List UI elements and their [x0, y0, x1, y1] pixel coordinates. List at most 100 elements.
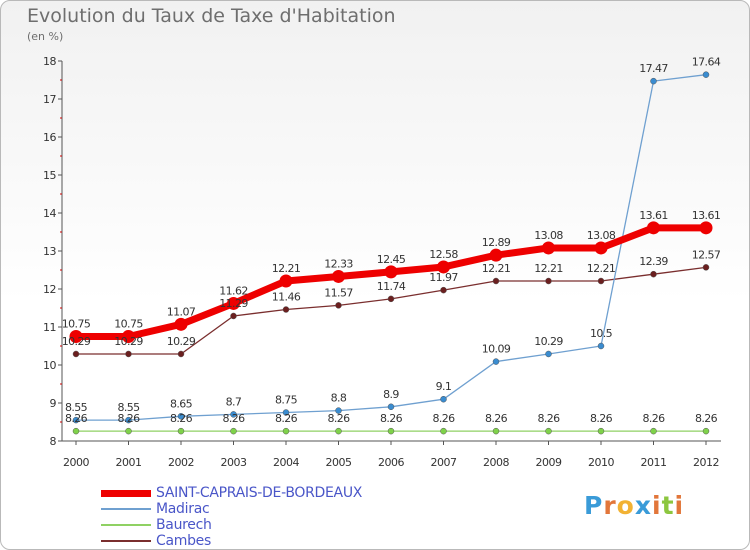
data-label-saint-caprais-de-bordeaux: 10.75	[114, 318, 143, 331]
data-point-baurech	[387, 427, 395, 435]
logo-letter: P	[584, 491, 604, 520]
data-point-saint-caprais-de-bordeaux	[332, 269, 345, 283]
data-point-madirac	[650, 77, 657, 85]
x-tick-label: 2012	[693, 456, 719, 469]
data-label-saint-caprais-de-bordeaux: 13.61	[692, 209, 721, 222]
data-label-cambes: 11.57	[324, 286, 353, 299]
x-tick-label: 2007	[431, 456, 457, 469]
y-tick-label: 10	[43, 359, 56, 372]
data-label-madirac: 10.09	[482, 343, 511, 356]
data-label-saint-caprais-de-bordeaux: 12.89	[482, 236, 511, 249]
legend-item-saint-caprais: SAINT-CAPRAIS-DE-BORDEAUX	[101, 485, 362, 501]
y-tick-label: 17	[43, 93, 56, 106]
data-point-baurech	[282, 427, 290, 435]
data-label-madirac: 8.75	[275, 394, 298, 407]
data-point-baurech	[72, 427, 80, 435]
data-point-baurech	[650, 427, 657, 435]
legend-swatch-saint-caprais	[101, 489, 151, 497]
data-point-baurech	[335, 427, 342, 435]
proxiti-logo: Proxiti	[584, 491, 684, 520]
data-point-saint-caprais-de-bordeaux	[227, 296, 240, 310]
y-tick-label: 18	[43, 55, 56, 68]
data-point-cambes	[440, 286, 447, 294]
logo-letter: r	[603, 491, 617, 520]
data-point-cambes	[545, 277, 552, 285]
data-label-madirac: 8.9	[383, 388, 399, 401]
x-tick-label: 2009	[536, 456, 562, 469]
legend-item-cambes: Cambes	[101, 533, 362, 549]
x-tick-label: 2005	[326, 456, 352, 469]
data-label-cambes: 12.57	[692, 248, 721, 261]
y-tick-label: 13	[43, 245, 56, 258]
data-point-cambes	[702, 264, 710, 271]
data-label-cambes: 11.97	[429, 271, 458, 284]
legend-label-madirac: Madirac	[156, 501, 210, 517]
data-label-baurech: 8.26	[537, 412, 560, 425]
data-label-madirac: 8.8	[331, 392, 347, 405]
y-tick-label: 9	[50, 397, 57, 410]
logo-letter: i	[652, 491, 662, 520]
data-point-cambes	[72, 350, 80, 358]
data-label-baurech: 8.26	[485, 412, 508, 425]
legend-label-saint-caprais: SAINT-CAPRAIS-DE-BORDEAUX	[156, 485, 363, 501]
chart-series-lines	[69, 71, 713, 435]
data-label-saint-caprais-de-bordeaux: 10.75	[62, 318, 91, 331]
data-label-cambes: 12.21	[482, 262, 511, 275]
data-point-madirac	[335, 407, 342, 414]
data-label-saint-caprais-de-bordeaux: 12.33	[324, 257, 353, 270]
x-tick-label: 2006	[378, 456, 404, 469]
data-label-saint-caprais-de-bordeaux: 12.45	[377, 253, 406, 266]
data-label-saint-caprais-de-bordeaux: 11.62	[219, 284, 248, 297]
logo-letter: o	[616, 491, 635, 520]
data-point-madirac	[387, 403, 395, 411]
chart-title: Evolution du Taux de Taxe d'Habitation	[27, 5, 396, 27]
data-point-saint-caprais-de-bordeaux	[279, 274, 293, 288]
data-point-baurech	[230, 427, 237, 435]
data-point-saint-caprais-de-bordeaux	[594, 241, 608, 255]
data-point-saint-caprais-de-bordeaux	[122, 330, 135, 343]
data-point-baurech	[597, 427, 605, 435]
data-label-saint-caprais-de-bordeaux: 11.07	[167, 305, 196, 318]
data-label-cambes: 11.46	[272, 291, 301, 304]
data-point-madirac	[282, 409, 290, 416]
x-tick-label: 2010	[588, 456, 614, 469]
data-point-saint-caprais-de-bordeaux	[542, 241, 555, 255]
data-point-cambes	[492, 277, 500, 285]
data-point-saint-caprais-de-bordeaux	[647, 221, 660, 235]
data-point-cambes	[650, 270, 657, 278]
y-tick-label: 12	[43, 283, 56, 296]
data-label-madirac: 17.64	[692, 56, 721, 69]
data-label-baurech: 8.26	[642, 412, 665, 425]
legend-label-cambes: Cambes	[156, 533, 211, 549]
chart-data-labels: 10.75 10.75 11.07 11.62 12.21 12.33 12.45 12.58…	[62, 56, 722, 425]
data-point-madirac	[597, 342, 605, 350]
legend-swatch-cambes	[101, 540, 151, 542]
legend-item-madirac: Madirac	[101, 501, 362, 517]
x-tick-label: 2000	[63, 456, 89, 469]
data-label-baurech: 8.26	[695, 412, 718, 425]
legend-swatch-madirac	[101, 508, 151, 510]
data-label-baurech: 8.26	[275, 412, 298, 425]
data-label-cambes: 11.74	[377, 280, 406, 293]
data-point-cambes	[177, 350, 185, 358]
data-point-baurech	[702, 427, 710, 435]
y-tick-label: 15	[43, 169, 56, 182]
data-label-baurech: 8.26	[222, 412, 245, 425]
data-label-baurech: 8.26	[380, 412, 403, 425]
data-point-baurech	[492, 427, 500, 435]
legend-swatch-baurech	[101, 524, 151, 526]
data-label-madirac: 10.5	[590, 327, 613, 340]
chart-legend: SAINT-CAPRAIS-DE-BORDEAUX Madirac Baurec…	[101, 485, 362, 549]
data-point-madirac	[492, 358, 500, 365]
data-label-cambes: 12.21	[587, 262, 616, 275]
data-label-madirac: 8.65	[170, 397, 193, 410]
y-tick-label: 11	[43, 321, 56, 334]
data-point-baurech	[177, 427, 185, 435]
data-label-cambes: 10.29	[114, 335, 143, 348]
x-tick-label: 2004	[273, 456, 299, 469]
x-tick-label: 2011	[641, 456, 667, 469]
data-point-cambes	[282, 306, 290, 313]
data-label-baurech: 8.26	[65, 412, 88, 425]
data-label-madirac: 8.7	[226, 395, 242, 408]
data-point-madirac	[702, 71, 710, 78]
